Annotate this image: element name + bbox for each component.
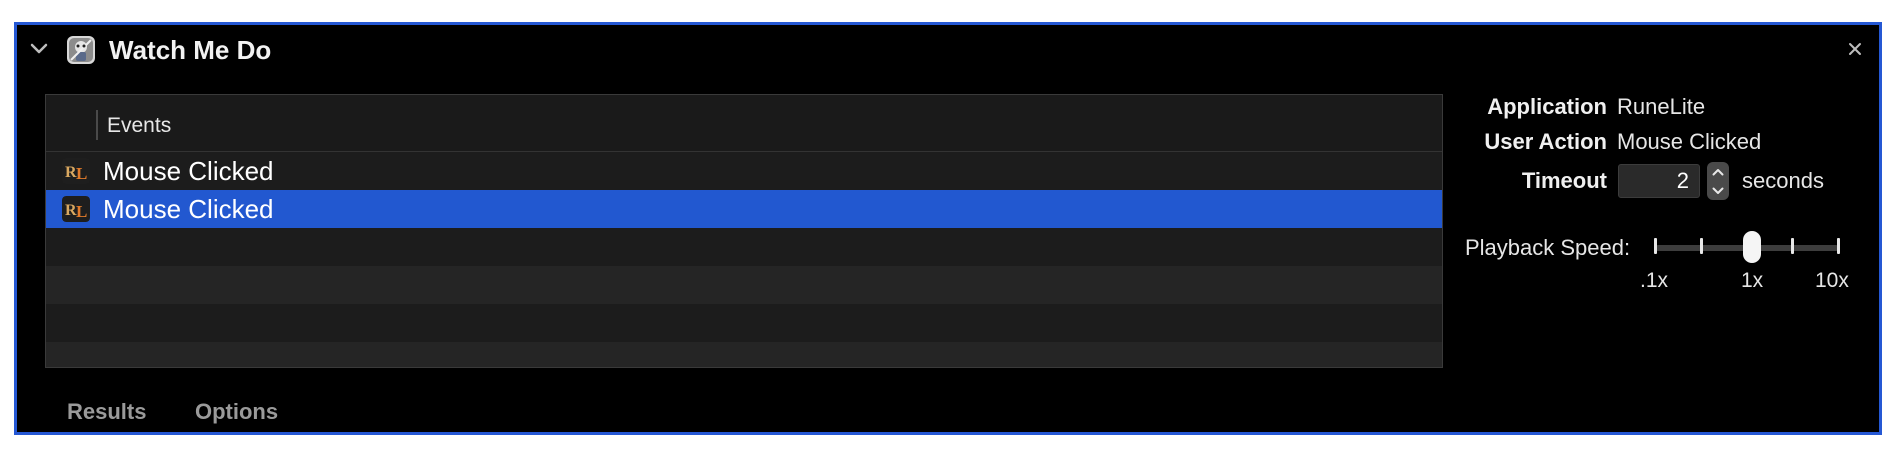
speed-min-label: .1x xyxy=(1640,269,1669,292)
column-divider xyxy=(96,110,98,140)
tab-options[interactable]: Options xyxy=(195,399,279,424)
timeout-unit: seconds xyxy=(1742,168,1824,193)
empty-row xyxy=(46,304,1442,342)
playback-speed-knob[interactable] xyxy=(1743,231,1761,263)
close-icon xyxy=(1849,43,1861,55)
events-column-header[interactable]: Events xyxy=(46,95,1442,152)
runelite-app-icon: R L xyxy=(62,196,90,222)
event-label: Mouse Clicked xyxy=(103,194,274,224)
collapse-button[interactable] xyxy=(27,37,51,61)
runelite-app-icon: R L xyxy=(62,158,90,184)
playback-speed-label: Playback Speed: xyxy=(1465,235,1631,260)
speed-max-label: 10x xyxy=(1815,269,1849,292)
empty-row xyxy=(46,342,1442,367)
svg-text:L: L xyxy=(76,202,87,221)
application-value: RuneLite xyxy=(1617,94,1706,119)
events-table[interactable]: Events R L Mouse Clicked R L Mouse Click… xyxy=(45,94,1443,368)
empty-row xyxy=(46,228,1442,266)
user-action-label: User Action xyxy=(1484,129,1607,154)
svg-text:R: R xyxy=(65,164,77,181)
chevron-down-icon xyxy=(30,43,48,54)
action-title: Watch Me Do xyxy=(109,35,272,65)
timeout-input[interactable]: 2 xyxy=(1618,164,1700,198)
event-label: Mouse Clicked xyxy=(103,156,274,186)
application-label: Application xyxy=(1487,94,1607,119)
table-row[interactable]: R L Mouse Clicked xyxy=(46,152,1442,190)
table-row-selected[interactable]: R L Mouse Clicked xyxy=(46,190,1442,228)
svg-text:R: R xyxy=(65,202,77,219)
speed-mid-label: 1x xyxy=(1741,269,1764,292)
slider-tick xyxy=(1791,238,1794,254)
action-header: Watch Me Do xyxy=(17,25,1879,77)
slider-tick xyxy=(1837,238,1840,254)
user-action-value: Mouse Clicked xyxy=(1617,129,1762,154)
events-rows: R L Mouse Clicked R L Mouse Clicked xyxy=(46,152,1442,367)
automator-robot-icon xyxy=(65,34,97,66)
slider-tick xyxy=(1654,238,1657,254)
watch-me-do-action-panel: Watch Me Do Events R L Mouse Clicked xyxy=(14,22,1882,435)
timeout-stepper[interactable] xyxy=(1707,162,1729,200)
close-button[interactable] xyxy=(1843,37,1867,61)
chevron-down-icon[interactable] xyxy=(1712,187,1724,195)
tab-results[interactable]: Results xyxy=(67,399,147,424)
events-header-label: Events xyxy=(107,114,172,137)
empty-row xyxy=(46,266,1442,304)
slider-tick xyxy=(1700,238,1703,254)
chevron-up-icon[interactable] xyxy=(1712,168,1724,176)
timeout-label: Timeout xyxy=(1521,168,1607,193)
svg-text:L: L xyxy=(76,164,87,183)
